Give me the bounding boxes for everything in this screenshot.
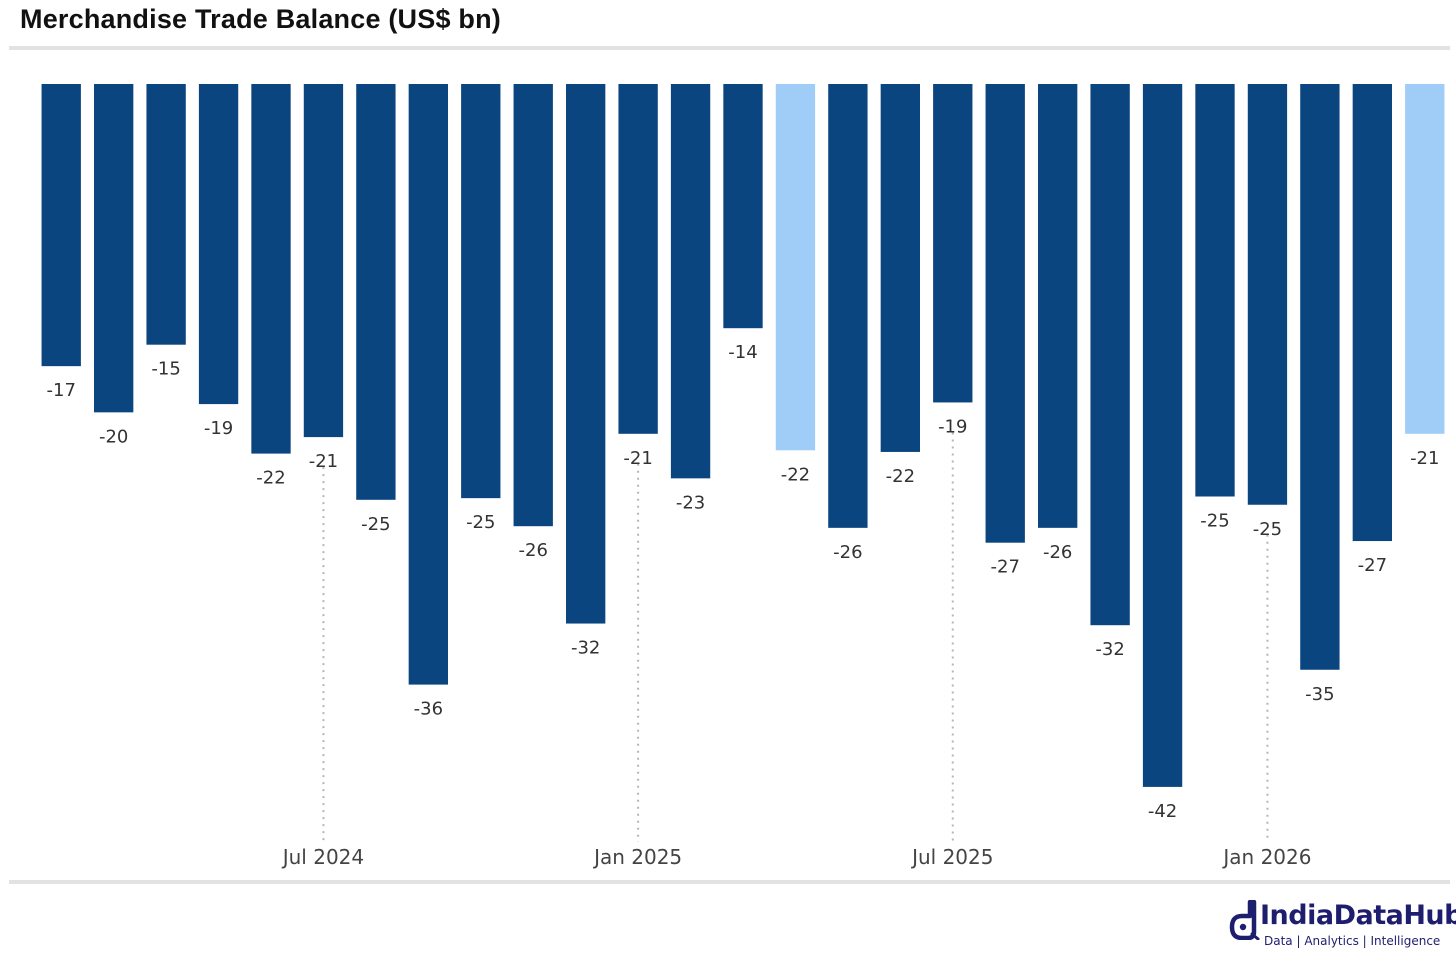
bar-value-label: -22 (781, 464, 810, 485)
bar (933, 84, 973, 403)
bar-value-label: -25 (361, 514, 390, 535)
chart-title: Merchandise Trade Balance (US$ bn) (20, 4, 501, 34)
bar-value-label: -21 (309, 451, 338, 472)
bar (1300, 84, 1340, 670)
bar (985, 84, 1025, 543)
bar-value-label: -19 (938, 416, 967, 437)
bar (670, 84, 711, 479)
bar-highlight (1405, 84, 1445, 434)
brand-name: IndiaDataHub (1260, 900, 1456, 931)
brand-tagline: Data | Analytics | Intelligence (1264, 934, 1441, 948)
bar (303, 84, 344, 438)
bar (723, 84, 763, 329)
bar-value-label: -32 (1095, 639, 1124, 660)
bar (1090, 84, 1130, 626)
bottom-divider (9, 880, 1450, 884)
bar (94, 84, 134, 413)
brand-logo: IndiaDataHub Data | Analytics | Intellig… (1228, 900, 1456, 952)
bar-value-label: -36 (414, 699, 443, 720)
bar-value-label: -21 (623, 448, 652, 469)
bar (356, 84, 396, 500)
bar-value-label: -26 (519, 540, 548, 561)
x-tick-label: Jul 2024 (281, 845, 364, 869)
bar (198, 84, 239, 405)
bar-value-label: -14 (728, 342, 757, 363)
bar-value-label: -22 (886, 466, 915, 487)
bar (41, 84, 81, 367)
bar-value-label: -19 (204, 418, 233, 439)
x-tick-label: Jan 2026 (1221, 845, 1311, 869)
bar-value-label: -20 (99, 426, 128, 447)
bar-highlight (775, 84, 816, 451)
bar-value-label: -42 (1148, 801, 1177, 822)
bar (566, 84, 606, 624)
bar (1038, 84, 1078, 528)
bar-value-label: -26 (833, 542, 862, 563)
bar (1142, 84, 1183, 787)
top-divider (9, 46, 1450, 50)
bar (146, 84, 186, 345)
bar (880, 84, 920, 452)
bar (513, 84, 553, 527)
bar-value-label: -25 (1200, 511, 1229, 532)
bar (251, 84, 291, 454)
bar (1352, 84, 1392, 542)
bar-chart: Jul 2024 Jan 2025 Jul 2025 Jan 2026 -17 -20 -1… (41, 84, 1445, 869)
bar-value-label: -15 (151, 359, 180, 380)
bar-value-label: -17 (47, 380, 76, 401)
bar-value-label: -35 (1305, 684, 1334, 705)
bar-value-label: -21 (1410, 448, 1439, 469)
bar (618, 84, 658, 434)
bar (828, 84, 868, 528)
bar (1195, 84, 1235, 497)
bar (408, 84, 448, 685)
bar-value-label: -26 (1043, 542, 1072, 563)
bar-value-label: -25 (1253, 519, 1282, 540)
bar (1247, 84, 1288, 505)
bar-value-label: -22 (256, 468, 285, 489)
bar-value-label: -32 (571, 638, 600, 659)
bar-value-label: -27 (1358, 555, 1387, 576)
bar-value-label: -25 (466, 512, 495, 533)
x-tick-label: Jul 2025 (910, 845, 993, 869)
bar-value-label: -23 (676, 492, 705, 513)
x-tick-label: Jan 2025 (592, 845, 682, 869)
india-data-hub-logo-icon (1229, 900, 1260, 940)
bar (461, 84, 501, 499)
bar-value-label: -27 (991, 557, 1020, 578)
